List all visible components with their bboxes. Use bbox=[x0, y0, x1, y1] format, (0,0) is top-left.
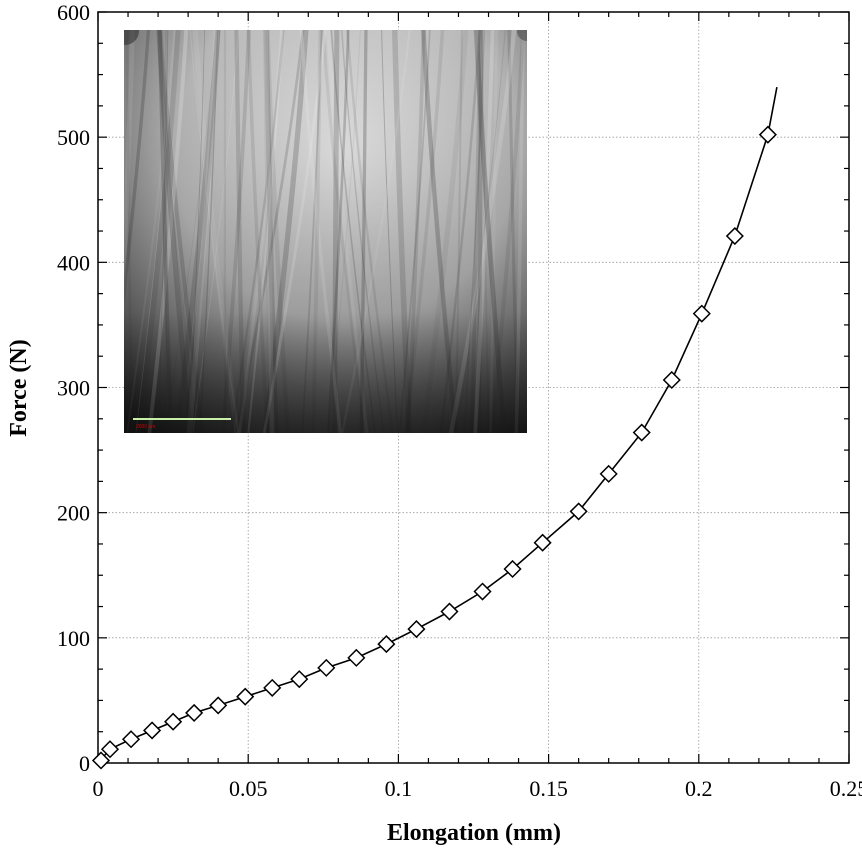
data-point-marker bbox=[473, 582, 492, 601]
y-tick-label: 400 bbox=[57, 250, 90, 275]
data-point-marker bbox=[317, 658, 336, 677]
data-point-marker bbox=[758, 125, 777, 144]
x-tick-label: 0.15 bbox=[529, 776, 568, 801]
data-point-marker bbox=[263, 678, 282, 697]
x-axis-title: Elongation (mm) bbox=[387, 820, 561, 846]
y-tick-label: 200 bbox=[57, 501, 90, 526]
data-point-marker bbox=[599, 464, 618, 483]
data-point-marker bbox=[100, 740, 120, 759]
y-axis-title: Force (N) bbox=[6, 339, 32, 437]
x-tick-label: 0.25 bbox=[830, 776, 862, 801]
data-point-marker bbox=[632, 423, 651, 442]
y-tick-label: 500 bbox=[57, 125, 90, 150]
data-point-marker bbox=[209, 696, 228, 715]
scale-bar-label: 2000 um bbox=[136, 424, 155, 430]
data-point-marker bbox=[407, 620, 426, 639]
x-tick-label: 0.05 bbox=[229, 776, 268, 801]
x-tick-label: 0.2 bbox=[685, 776, 713, 801]
data-point-marker bbox=[377, 635, 396, 654]
data-point-marker bbox=[569, 502, 588, 521]
series-markers bbox=[91, 125, 777, 770]
data-point-marker bbox=[347, 648, 366, 667]
y-tick-label: 300 bbox=[57, 376, 90, 401]
y-tick-label: 600 bbox=[57, 0, 90, 25]
y-tick-label: 100 bbox=[57, 626, 90, 651]
data-point-marker bbox=[185, 703, 204, 722]
x-tick-labels: 0 0.05 0.1 0.15 0.2 0.25 bbox=[93, 776, 862, 801]
data-point-marker bbox=[692, 304, 711, 323]
x-tick-label: 0 bbox=[93, 776, 104, 801]
data-point-marker bbox=[290, 670, 309, 689]
data-point-marker bbox=[662, 370, 681, 390]
data-point-marker bbox=[503, 559, 522, 579]
data-point-marker bbox=[121, 730, 141, 749]
inset-micrograph: 2000 um bbox=[124, 30, 527, 433]
y-tick-label: 0 bbox=[79, 751, 90, 776]
y-tick-labels: 0 100 200 300 400 500 600 bbox=[57, 0, 90, 776]
x-tick-label: 0.1 bbox=[385, 776, 413, 801]
data-point-marker bbox=[164, 712, 183, 731]
data-point-marker bbox=[143, 721, 162, 740]
data-point-marker bbox=[533, 533, 552, 552]
data-point-marker bbox=[440, 602, 459, 621]
data-point-marker bbox=[725, 226, 744, 246]
data-point-marker bbox=[236, 687, 255, 706]
data-point-marker bbox=[91, 751, 111, 770]
